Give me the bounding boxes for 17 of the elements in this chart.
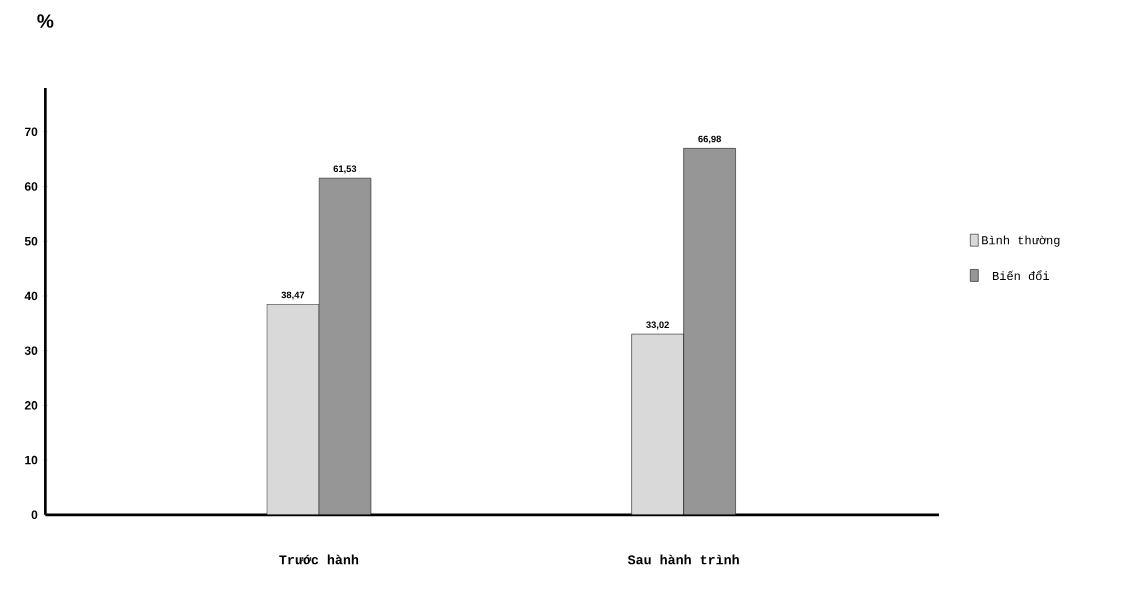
x-tick-label: Trước hành — [279, 554, 359, 565]
y-tick-label: 50 — [24, 237, 38, 246]
legend-label: Biến đổi — [992, 270, 1050, 281]
data-label: 33,02 — [646, 321, 669, 330]
y-tick-label: 30 — [24, 346, 38, 355]
y-tick-label: 40 — [24, 291, 38, 301]
y-tick-label: 10 — [25, 455, 38, 465]
data-label: 38,47 — [281, 291, 305, 300]
y-tick-label: 70 — [24, 127, 38, 137]
y-tick-label: 20 — [24, 401, 38, 410]
y-tick-label: 0 — [31, 510, 38, 520]
y-axis-title: % — [37, 14, 54, 28]
legend-label: Bình thường — [982, 235, 1060, 247]
data-label: 66,98 — [698, 135, 722, 144]
y-tick-label: 60 — [24, 182, 38, 191]
data-label: 61,53 — [333, 165, 357, 174]
x-tick-label: Sau hành trình — [627, 554, 739, 565]
